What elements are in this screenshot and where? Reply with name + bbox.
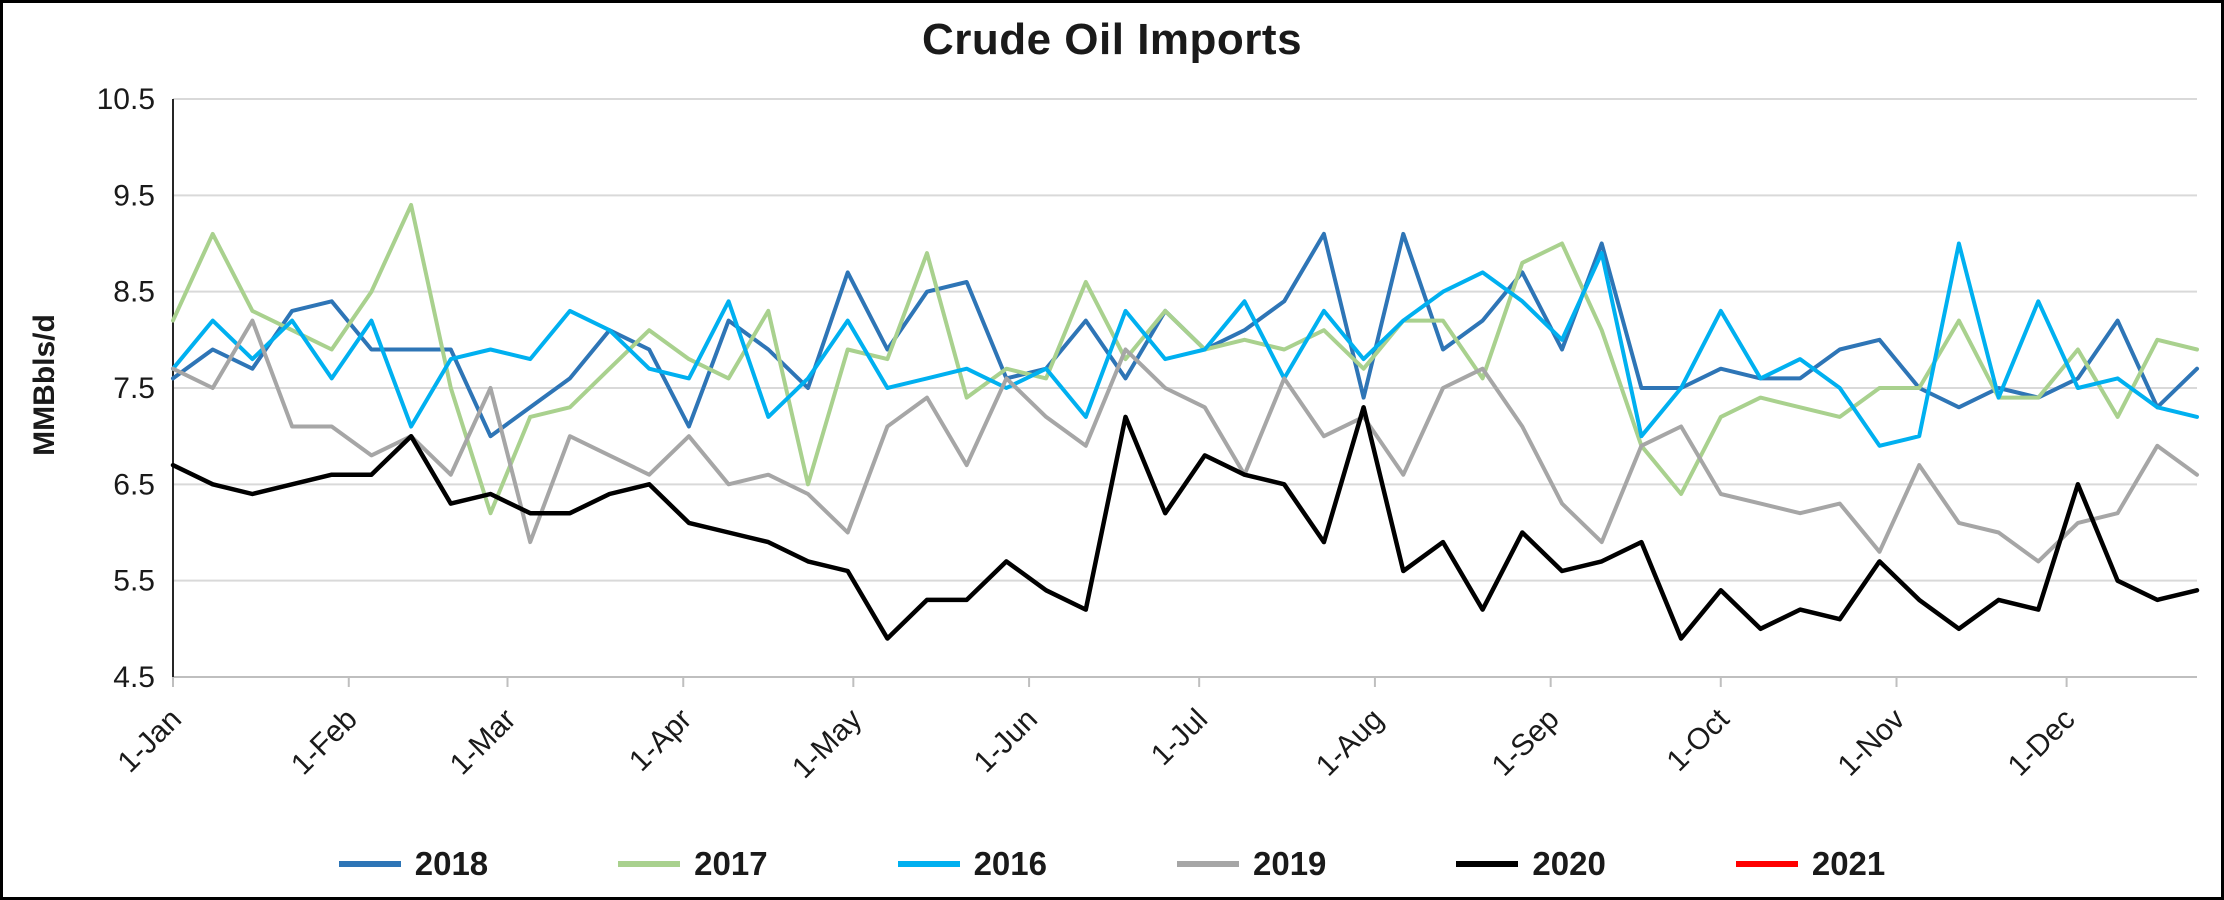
x-tick-label: 1-Oct bbox=[1661, 702, 1737, 778]
legend-label: 2021 bbox=[1811, 845, 1886, 882]
x-tick-label: 1-Feb bbox=[285, 703, 364, 782]
series-line-2018 bbox=[171, 231, 2199, 439]
legend-label: 2020 bbox=[1532, 845, 1606, 882]
y-tick-label: 4.5 bbox=[113, 661, 155, 694]
y-tick-label: 9.5 bbox=[113, 179, 155, 212]
chart-legend: 2018 2017 2016 2019 2020 2021 bbox=[3, 845, 2221, 883]
y-tick-label: 6.5 bbox=[113, 468, 155, 501]
y-tick-label: 8.5 bbox=[113, 276, 155, 309]
legend-item-2020: 2020 bbox=[1456, 845, 1606, 883]
legend-swatch-2016 bbox=[897, 861, 960, 867]
x-tick-label: 1-Sep bbox=[1486, 703, 1566, 783]
x-tick-label: 1-Jun bbox=[968, 703, 1044, 779]
legend-item-2018: 2018 bbox=[338, 845, 489, 883]
x-tick-label: 1-Nov bbox=[1832, 703, 1912, 783]
legend-swatch-2020 bbox=[1456, 861, 1519, 867]
series-line-2019 bbox=[171, 318, 2199, 564]
legend-swatch-2017 bbox=[618, 861, 681, 867]
legend-label: 2018 bbox=[414, 845, 489, 882]
legend-swatch-2018 bbox=[338, 861, 401, 867]
legend-item-2021: 2021 bbox=[1735, 845, 1886, 883]
x-tick-label: 1-Jul bbox=[1145, 703, 1214, 772]
y-tick-label: 10.5 bbox=[97, 83, 155, 116]
series-line-2016 bbox=[171, 241, 2199, 448]
legend-item-2016: 2016 bbox=[897, 845, 1047, 883]
x-tick-label: 1-May bbox=[786, 703, 868, 785]
legend-item-2019: 2019 bbox=[1177, 845, 1326, 883]
legend-label: 2016 bbox=[973, 845, 1047, 882]
legend-label: 2019 bbox=[1253, 845, 1327, 882]
series-line-2020 bbox=[170, 405, 2200, 641]
legend-swatch-2019 bbox=[1177, 861, 1239, 867]
x-tick-label: 1-Apr bbox=[623, 703, 698, 778]
chart-title: Crude Oil Imports bbox=[921, 15, 1303, 64]
x-tick-label: 1-Mar bbox=[444, 703, 523, 782]
x-tick-label: 1-Jan bbox=[112, 703, 188, 779]
x-tick-label: 1-Dec bbox=[2002, 703, 2082, 783]
legend-item-2017: 2017 bbox=[618, 845, 768, 883]
legend-label: 2017 bbox=[694, 845, 768, 882]
line-chart: 4.5 5.5 6.5 7.5 8.5 9.5 10.5 1-Jan 1-Feb 1-Mar 1-A… bbox=[97, 83, 2200, 785]
y-tick-label: 7.5 bbox=[113, 372, 155, 405]
legend-swatch-2021 bbox=[1735, 861, 1798, 867]
x-tick-label: 1-Aug bbox=[1310, 703, 1390, 783]
y-tick-label: 5.5 bbox=[113, 565, 155, 598]
